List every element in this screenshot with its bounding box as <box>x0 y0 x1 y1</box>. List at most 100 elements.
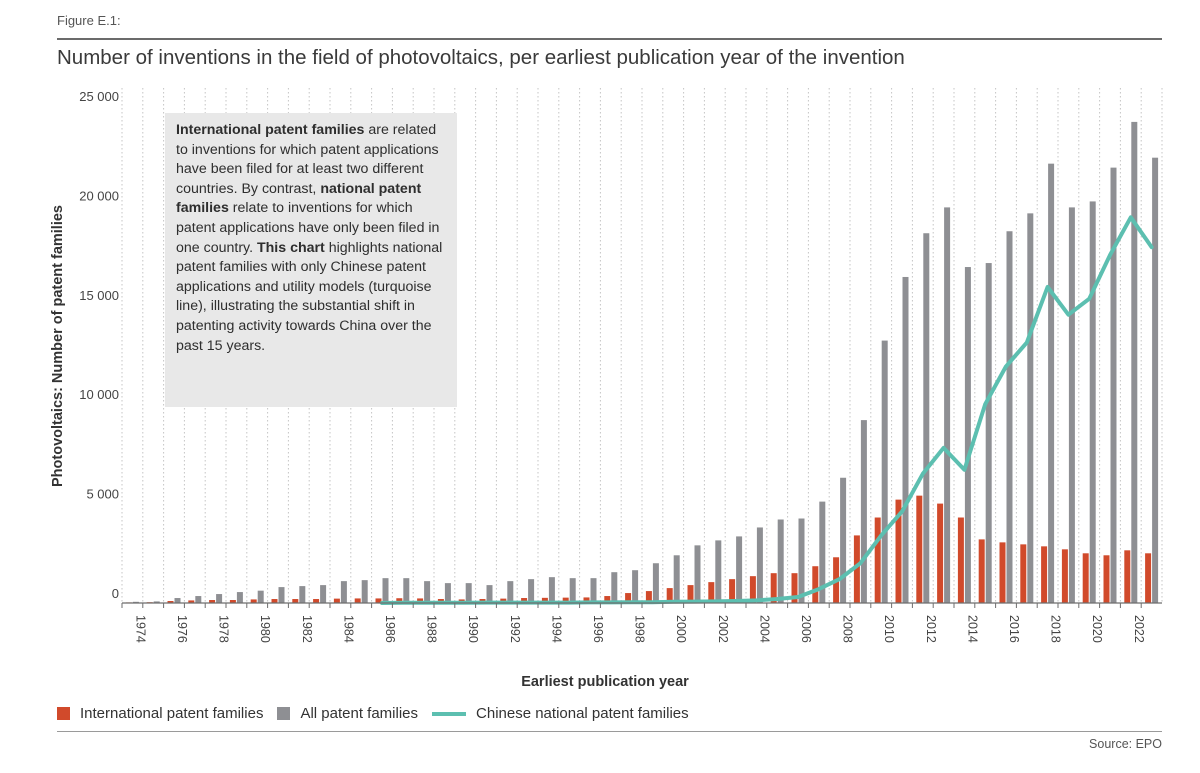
top-rule <box>57 38 1162 40</box>
bar-all-2017 <box>1027 213 1034 604</box>
bar-all-2022 <box>1131 121 1138 604</box>
info-box: International patent families are relate… <box>165 113 457 407</box>
bar-international-2019 <box>1061 549 1068 603</box>
bar-all-2000 <box>673 555 680 603</box>
bar-all-2011 <box>902 276 909 603</box>
bar-all-2006 <box>798 518 805 603</box>
bar-all-1992 <box>507 581 514 603</box>
x-tick-label: 1998 <box>633 615 647 643</box>
bar-international-1984 <box>333 598 340 603</box>
bar-international-2012 <box>916 495 923 603</box>
bar-all-1988 <box>424 581 431 603</box>
bar-international-2014 <box>957 517 964 603</box>
bar-all-2005 <box>777 519 784 603</box>
bar-all-2023 <box>1152 157 1159 604</box>
bar-international-1987 <box>396 598 403 603</box>
info-text-1: are related to inventions for which pate… <box>176 122 439 197</box>
bar-international-2015 <box>978 539 985 603</box>
x-axis: 1974 1976 1978 1980 1982 1984 1986 1988 1990 1992… <box>121 602 1162 643</box>
y-axis-label: Photovoltaics: Number of patent families <box>50 205 66 487</box>
bar-all-1990 <box>465 583 472 603</box>
x-tick-label: 1976 <box>175 615 189 643</box>
bar-all-2013 <box>944 207 951 603</box>
x-axis-label: Earliest publication year <box>521 674 689 690</box>
x-tick-label: 2002 <box>716 615 730 643</box>
bar-all-1997 <box>611 572 618 603</box>
bar-all-1996 <box>590 578 597 603</box>
bar-international-2004 <box>749 576 756 603</box>
x-tick-label: 2006 <box>799 615 813 643</box>
bar-international-1995 <box>562 597 569 603</box>
bar-international-2007 <box>812 566 819 603</box>
x-tick-label: 2016 <box>1007 615 1021 643</box>
y-tick-label: 10 000 <box>79 387 119 402</box>
bar-all-2021 <box>1110 167 1117 604</box>
bar-all-1999 <box>652 563 659 603</box>
bar-international-2021 <box>1103 555 1110 603</box>
legend-item-all: All patent families <box>277 705 418 722</box>
bar-international-1994 <box>541 597 548 603</box>
chart-title: Number of inventions in the field of pho… <box>57 46 905 69</box>
y-tick-label: 15 000 <box>79 288 119 303</box>
legend-swatch-international <box>57 707 70 720</box>
bar-all-2010 <box>881 340 888 603</box>
bar-all-1978 <box>216 594 223 603</box>
bar-international-1999 <box>645 591 652 603</box>
bar-international-1976 <box>167 601 174 603</box>
bar-all-2009 <box>860 420 867 603</box>
info-bold-this-chart: This chart <box>256 239 325 256</box>
x-tick-label: 1974 <box>133 615 147 643</box>
legend-label-all: All patent families <box>300 705 419 722</box>
bar-all-1983 <box>320 585 327 603</box>
x-tick-label: 1980 <box>258 615 272 643</box>
bar-all-2019 <box>1068 207 1075 603</box>
bar-all-2004 <box>756 527 763 603</box>
bar-international-1985 <box>354 598 361 603</box>
x-tick-label: 2012 <box>924 615 938 643</box>
bar-all-1981 <box>278 587 285 603</box>
bar-international-1997 <box>604 596 611 603</box>
bar-international-2017 <box>1020 544 1027 603</box>
bar-all-1982 <box>299 586 306 603</box>
bar-international-1982 <box>292 599 299 603</box>
y-tick-label: 20 000 <box>79 188 119 203</box>
x-tick-label: 2004 <box>757 615 771 643</box>
bar-international-1988 <box>417 598 424 603</box>
bar-all-1994 <box>548 577 555 603</box>
bar-international-1983 <box>313 599 320 603</box>
y-tick-label: 25 000 <box>79 89 119 104</box>
bar-all-2018 <box>1048 163 1055 604</box>
legend-item-chinese: Chinese national patent families <box>432 705 689 722</box>
x-tick-label: 1984 <box>341 615 355 643</box>
legend-label-international: International patent families <box>80 705 264 722</box>
bar-international-2010 <box>874 517 881 603</box>
bar-international-1978 <box>209 600 216 603</box>
bar-international-2006 <box>791 573 798 603</box>
x-tick-label: 1986 <box>383 615 397 643</box>
bar-all-1976 <box>174 598 181 603</box>
x-tick-label: 1992 <box>508 615 522 643</box>
y-tick-label: 0 <box>112 586 119 601</box>
bar-international-1977 <box>188 600 195 603</box>
bar-international-2013 <box>937 503 944 603</box>
x-tick-label: 1982 <box>300 615 314 643</box>
bar-all-1979 <box>236 592 243 603</box>
x-tick-label: 2010 <box>882 615 896 643</box>
bar-all-1975 <box>153 601 160 603</box>
bar-all-2001 <box>694 545 701 603</box>
bar-all-1995 <box>569 578 576 603</box>
bars-international-patent-families <box>125 495 1152 603</box>
bar-all-2007 <box>819 501 826 603</box>
bar-international-2005 <box>770 573 777 603</box>
figure-label: Figure E.1: <box>57 13 121 28</box>
x-tick-label: 2018 <box>1049 615 1063 643</box>
x-tick-label: 2014 <box>965 615 979 643</box>
bar-all-1980 <box>257 590 264 603</box>
bar-all-2016 <box>1006 231 1013 603</box>
x-tick-label: 2000 <box>674 615 688 643</box>
bar-all-1987 <box>403 578 410 603</box>
x-tick-label: 2008 <box>841 615 855 643</box>
bar-international-2018 <box>1041 546 1048 603</box>
legend-swatch-chinese <box>432 711 467 716</box>
info-bold-national: national patent families <box>176 180 422 217</box>
